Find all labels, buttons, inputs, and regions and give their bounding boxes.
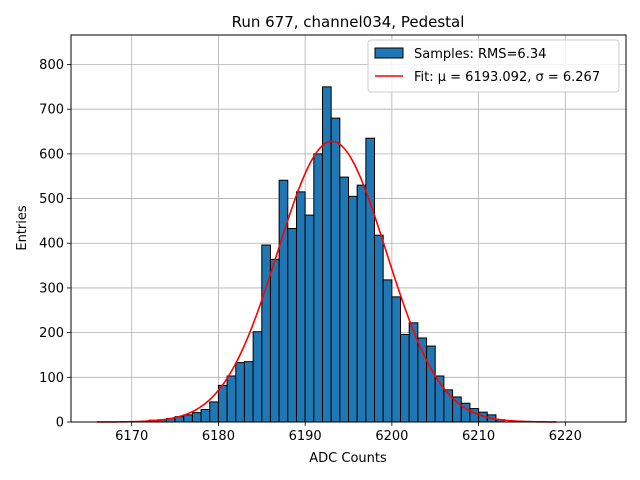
y-axis-label: Entries bbox=[15, 205, 30, 251]
legend-histogram-label: Samples: RMS=6.34 bbox=[414, 47, 546, 62]
histogram-bar bbox=[200, 408, 211, 423]
x-tick-label: 6170 bbox=[115, 429, 148, 444]
chart-title: Run 677, channel034, Pedestal bbox=[232, 13, 465, 31]
histogram-bar bbox=[287, 228, 297, 423]
y-tick-label: 100 bbox=[39, 371, 64, 386]
histogram-bar bbox=[391, 296, 402, 423]
histogram-bar bbox=[252, 331, 263, 423]
histogram-bar bbox=[348, 195, 358, 423]
histogram-bar bbox=[374, 234, 384, 423]
y-tick-label: 300 bbox=[39, 281, 64, 296]
x-tick-label: 6190 bbox=[289, 429, 322, 444]
histogram-bar bbox=[191, 412, 202, 423]
histogram-bar bbox=[226, 375, 237, 423]
histogram-bar bbox=[278, 179, 289, 423]
x-tick-label: 6200 bbox=[375, 429, 408, 444]
histogram-bar bbox=[269, 258, 280, 423]
histogram-bar bbox=[452, 396, 462, 423]
histogram-bar bbox=[313, 153, 323, 423]
y-tick-label: 700 bbox=[39, 103, 64, 118]
y-axis-ticks: 0 100 200 300 400 500 600 700 800 bbox=[39, 58, 71, 431]
x-tick-label: 6210 bbox=[462, 429, 495, 444]
y-tick-label: 200 bbox=[39, 326, 64, 341]
legend: Samples: RMS=6.34 Fit: μ = 6193.092, σ =… bbox=[367, 39, 620, 93]
y-tick-label: 0 bbox=[56, 416, 64, 431]
histogram-bars bbox=[148, 86, 506, 423]
x-tick-label: 6180 bbox=[202, 429, 235, 444]
histogram-bar bbox=[304, 214, 315, 423]
legend-box bbox=[367, 39, 620, 93]
histogram-bar bbox=[235, 362, 245, 423]
histogram-bar bbox=[339, 176, 349, 423]
histogram-bar bbox=[382, 279, 393, 423]
histogram-bar bbox=[243, 361, 254, 423]
x-axis-ticks: 6170 6180 6190 6200 6210 6220 bbox=[115, 422, 582, 444]
y-tick-label: 600 bbox=[39, 147, 64, 162]
histogram-bar bbox=[183, 414, 193, 423]
histogram-bar bbox=[209, 401, 219, 423]
plot-frame bbox=[70, 34, 627, 423]
histogram-bar bbox=[365, 137, 376, 423]
histogram-bar bbox=[330, 117, 341, 423]
legend-histogram-swatch bbox=[374, 47, 404, 59]
histogram-bar bbox=[356, 184, 367, 423]
x-axis-label: ADC Counts bbox=[309, 451, 387, 466]
legend-fit-label: Fit: μ = 6193.092, σ = 6.267 bbox=[414, 70, 600, 85]
y-tick-label: 500 bbox=[39, 192, 64, 207]
histogram-bar bbox=[400, 333, 410, 423]
histogram-bar bbox=[217, 384, 228, 423]
y-tick-label: 800 bbox=[39, 58, 64, 73]
histogram-bar bbox=[295, 191, 306, 423]
histogram-bar bbox=[261, 244, 271, 423]
y-tick-label: 400 bbox=[39, 237, 64, 252]
gaussian-fit-curve bbox=[97, 140, 557, 423]
histogram-bar bbox=[321, 86, 332, 423]
x-tick-label: 6220 bbox=[549, 429, 582, 444]
histogram-bar bbox=[426, 345, 436, 423]
